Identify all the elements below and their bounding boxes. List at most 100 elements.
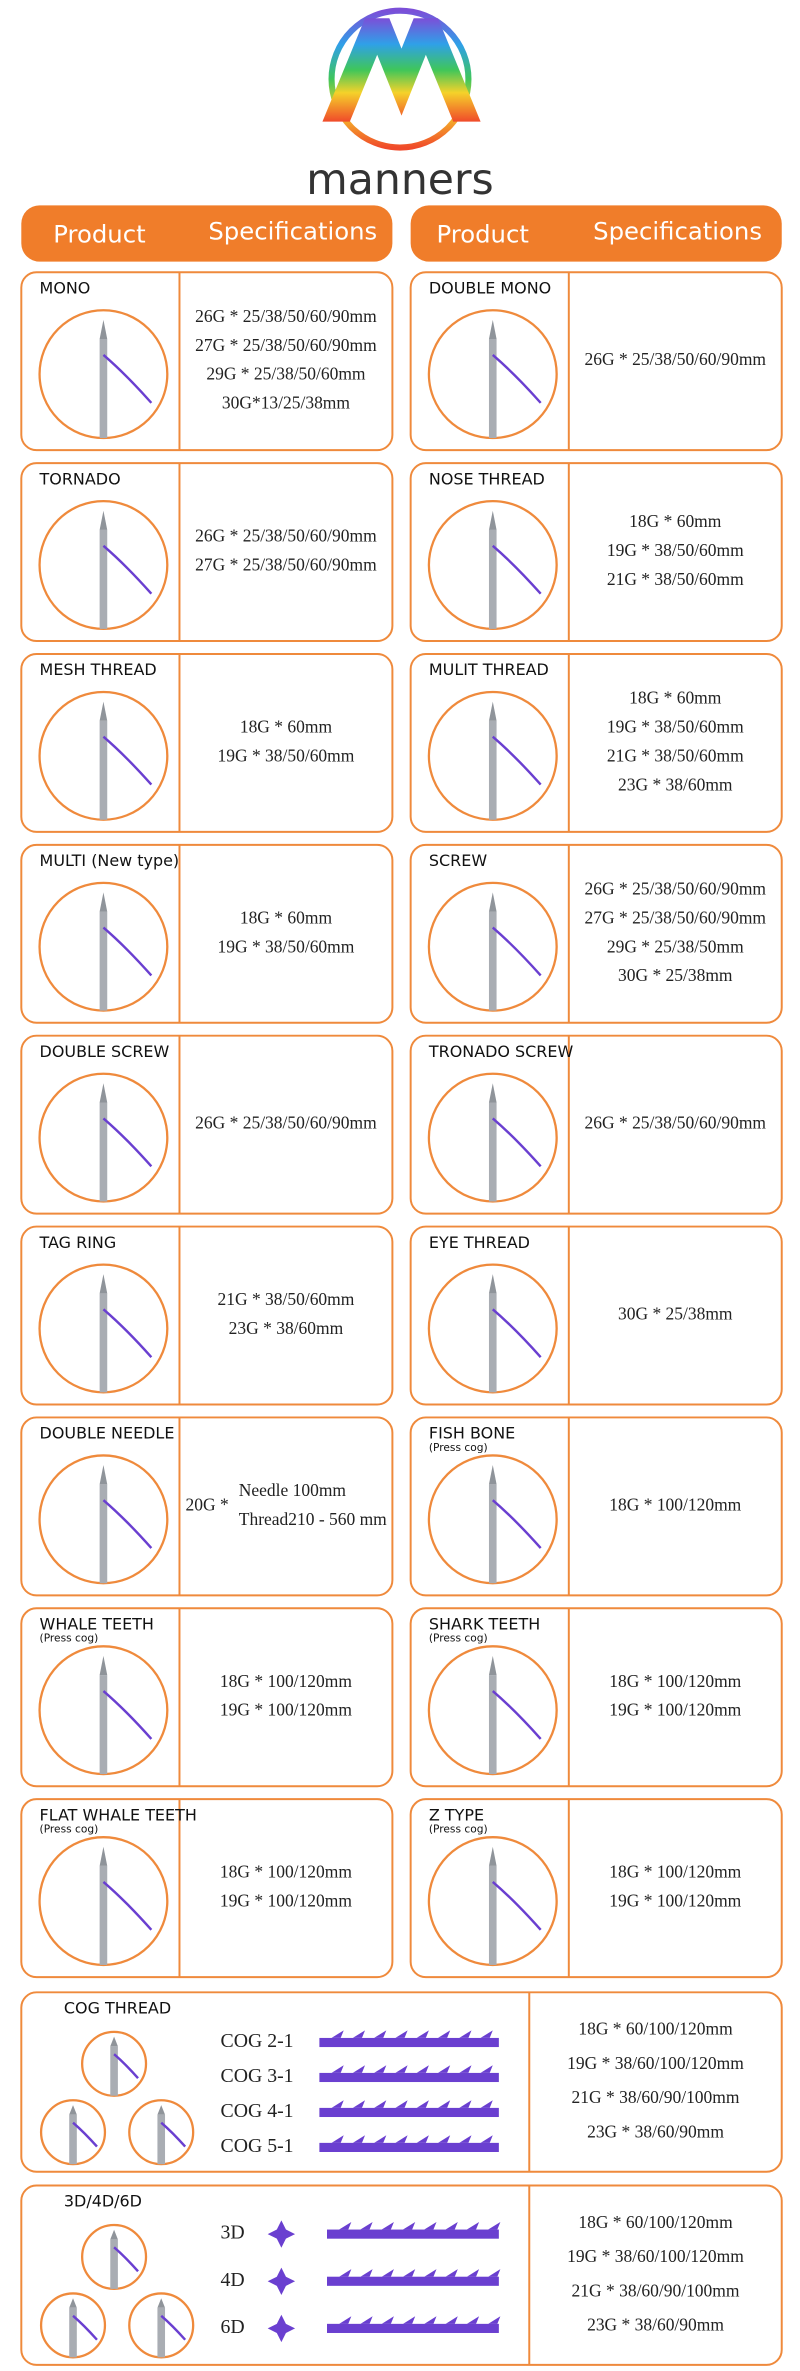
product-name: 3D/4D/6D	[64, 2192, 142, 2211]
needle-illustration	[39, 2099, 107, 2166]
thread	[491, 1499, 542, 1549]
needle-tip	[488, 892, 497, 912]
needle-tip	[99, 892, 108, 912]
thread	[491, 1117, 542, 1168]
header-product: Product	[53, 220, 145, 249]
needle-illustration	[427, 1072, 558, 1203]
spec-line: 27G * 25/38/50/60/90mm	[585, 907, 767, 927]
product-name: DOUBLE MONO	[429, 278, 551, 297]
needle-illustration	[427, 1645, 558, 1776]
thread	[491, 1690, 542, 1740]
product-name: DOUBLE NEEDLE	[40, 1424, 175, 1443]
needle	[99, 1675, 108, 1775]
product-name: MULTI (New type)	[40, 851, 180, 870]
needle	[99, 1293, 108, 1393]
spec-line: 21G * 38/60/90/100mm	[572, 2087, 740, 2107]
product-note: (Press cog)	[429, 1441, 488, 1454]
brand: manners	[306, 155, 493, 205]
header-bar	[21, 205, 393, 262]
product-name: FISH BONE	[429, 1424, 515, 1443]
spec-line: 26G * 25/38/50/60/90mm	[195, 306, 377, 326]
thread	[491, 544, 542, 595]
type-label: COG 5-1	[221, 2135, 294, 2157]
thread	[102, 1308, 153, 1359]
needle-illustration	[38, 1263, 169, 1394]
needle-tip	[488, 1465, 497, 1485]
needle-illustration	[38, 309, 169, 440]
needle	[488, 911, 497, 1011]
product-name: TRONADO SCREW	[428, 1042, 574, 1061]
needle-tip	[157, 2298, 166, 2308]
needle-illustration	[38, 1645, 169, 1776]
needle-tip	[99, 510, 108, 530]
thread	[491, 1880, 542, 1931]
thread	[72, 2314, 98, 2341]
needle	[69, 2307, 77, 2358]
spec-line: 23G * 38/60mm	[229, 1318, 344, 1338]
product-name: MULIT THREAD	[429, 660, 549, 679]
needle	[99, 529, 108, 629]
cog-barb	[480, 2135, 493, 2143]
spec-line: 30G * 25/38mm	[618, 1304, 733, 1324]
header-product: Product	[437, 220, 529, 249]
needle-illustration	[427, 1836, 558, 1967]
spec-line: 19G * 38/60/100/120mm	[567, 2246, 744, 2266]
needle-illustration	[38, 1072, 169, 1203]
spec-line: 23G * 38/60mm	[618, 774, 733, 794]
cog-bar	[319, 2072, 499, 2083]
cog-bar	[319, 2037, 499, 2048]
spec-line: 19G * 100/120mm	[220, 1891, 352, 1911]
spec-line: 27G * 25/38/50/60/90mm	[195, 555, 377, 575]
needle	[488, 529, 497, 629]
cog-barb	[416, 2030, 429, 2038]
type-icon	[267, 2220, 296, 2248]
spec-line: 18G * 60mm	[629, 511, 722, 531]
spec-line: 27G * 25/38/50/60/90mm	[195, 335, 377, 355]
needle-illustration	[38, 690, 169, 821]
needle-tip	[99, 1846, 108, 1866]
needle-illustration	[38, 499, 169, 631]
product-note: (Press cog)	[40, 1823, 99, 1836]
cog-barb	[438, 2030, 451, 2038]
header-specifications: Specifications	[593, 217, 762, 246]
thread	[491, 735, 542, 786]
type-label: COG 4-1	[221, 2100, 294, 2122]
thread	[491, 354, 542, 404]
needle	[157, 2307, 166, 2358]
thread	[160, 2121, 187, 2148]
cog-barb	[488, 2316, 501, 2324]
needle-tip	[488, 510, 497, 530]
needle-tip	[488, 1083, 497, 1103]
spec-line: 19G * 100/120mm	[220, 1700, 352, 1720]
spec-line: 21G * 38/50/60mm	[218, 1289, 355, 1309]
thread	[491, 926, 542, 977]
cog-bar	[319, 2107, 499, 2118]
spec-line: 18G * 60/100/120mm	[578, 2212, 733, 2232]
needle-illustration	[128, 2099, 195, 2166]
spec-line: 18G * 100/120mm	[609, 1494, 741, 1514]
needle-tip	[157, 2105, 166, 2115]
spec-line: 30G * 25/38mm	[618, 965, 733, 985]
cog-barb	[459, 2030, 472, 2038]
product-name: MONO	[40, 278, 91, 297]
cog-barb	[445, 2221, 458, 2230]
needle-tip	[69, 2298, 77, 2308]
needle-illustration	[39, 2292, 107, 2359]
spec-line: Thread210 - 560 mm	[239, 1509, 387, 1529]
product-note: (Press cog)	[429, 1823, 488, 1836]
cog-bar	[319, 2142, 499, 2152]
spec-line: 19G * 100/120mm	[609, 1891, 741, 1911]
needle	[99, 338, 108, 439]
needle	[99, 1865, 108, 1965]
product-name: COG THREAD	[64, 1999, 171, 2018]
spec-line: 26G * 25/38/50/60/90mm	[585, 349, 767, 369]
needle-illustration	[128, 2292, 195, 2359]
needle-illustration	[427, 309, 558, 440]
needle-tip	[99, 1274, 108, 1294]
needle	[99, 720, 108, 820]
needle	[488, 338, 497, 439]
cog-barb	[381, 2316, 394, 2324]
spec-line: 19G * 38/50/60mm	[607, 540, 744, 560]
cog-barb	[403, 2221, 416, 2230]
